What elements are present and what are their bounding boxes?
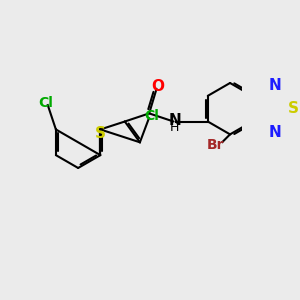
Text: Br: Br [207, 138, 225, 152]
Text: Cl: Cl [38, 95, 52, 110]
Text: S: S [95, 126, 106, 141]
Text: N: N [168, 113, 181, 128]
Text: N: N [269, 78, 282, 93]
Text: N: N [269, 124, 282, 140]
Text: O: O [151, 79, 164, 94]
Text: S: S [288, 101, 298, 116]
Text: H: H [170, 122, 179, 134]
Text: Cl: Cl [144, 109, 159, 123]
